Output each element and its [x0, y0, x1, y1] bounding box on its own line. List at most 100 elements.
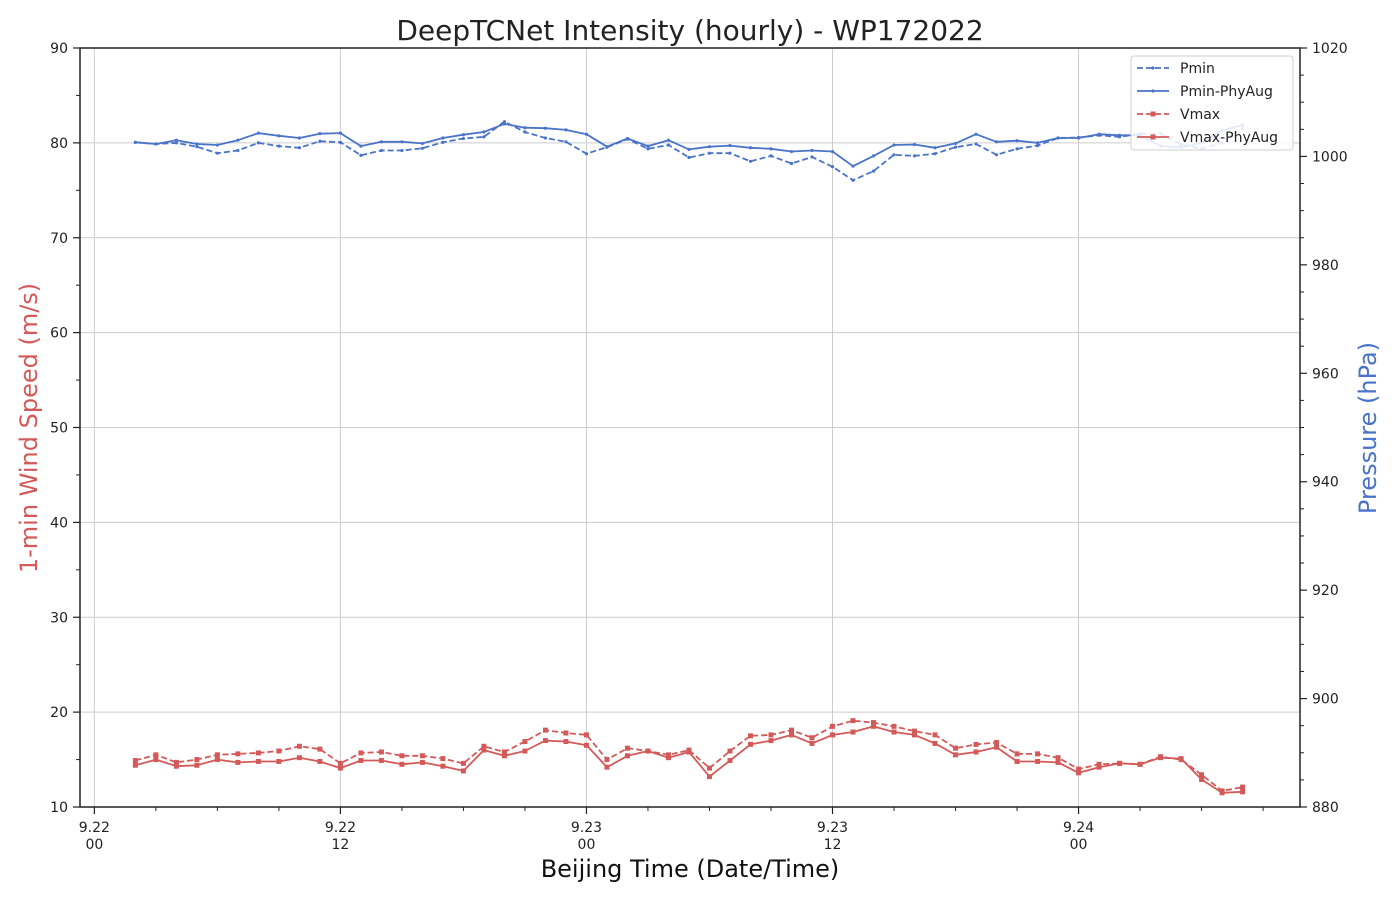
data-point-vmax — [317, 746, 323, 752]
data-point-pmin-phyaug — [420, 141, 425, 146]
data-point-pmin-phyaug — [400, 140, 404, 144]
y-right-tick-label: 1020 — [1312, 41, 1348, 57]
data-point-pmin-phyaug — [892, 143, 896, 147]
x-tick-label-date: 9.23 — [817, 820, 848, 836]
y-axis-label-right: Pressure (hPa) — [1354, 342, 1382, 514]
x-tick-label-date: 9.24 — [1063, 820, 1094, 836]
data-point-vmax — [1240, 784, 1246, 790]
data-point-pmin-phyaug — [789, 149, 794, 154]
data-point-pmin — [256, 141, 260, 145]
data-point-pmin — [810, 155, 814, 159]
data-point-pmin — [892, 153, 896, 157]
data-point-vmax-phyaug — [542, 738, 548, 744]
data-point-pmin-phyaug — [543, 126, 548, 130]
data-point-vmax — [255, 750, 261, 756]
data-point-vmax-phyaug — [194, 762, 200, 768]
data-point-vmax — [788, 727, 794, 733]
data-point-pmin — [953, 145, 958, 149]
data-point-vmax — [358, 750, 364, 756]
data-point-vmax — [891, 723, 897, 729]
y-axis-label-left: 1-min Wind Speed (m/s) — [15, 283, 43, 573]
data-point-vmax-phyaug — [830, 732, 836, 738]
y-left-tick-label: 50 — [50, 421, 68, 437]
data-point-pmin-phyaug — [1035, 141, 1040, 145]
data-point-pmin — [461, 136, 466, 141]
data-point-pmin — [338, 140, 343, 144]
data-point-vmax-phyaug — [1076, 770, 1082, 776]
data-point-pmin — [584, 152, 589, 156]
series-line-pmin-phyaug — [135, 123, 1243, 168]
data-point-pmin — [441, 140, 445, 144]
data-point-vmax-phyaug — [1055, 759, 1061, 765]
data-point-pmin-phyaug — [1015, 139, 1019, 143]
data-point-pmin — [236, 148, 240, 153]
y-right-tick-label: 1000 — [1312, 149, 1348, 165]
data-point-vmax-phyaug — [1199, 776, 1205, 782]
data-point-vmax-phyaug — [255, 758, 261, 764]
data-point-vmax — [747, 733, 753, 739]
data-point-pmin-phyaug — [236, 138, 240, 142]
data-point-pmin — [1015, 147, 1019, 151]
x-tick-label-hour: 00 — [85, 837, 103, 853]
data-point-pmin-phyaug — [461, 133, 466, 137]
data-point-vmax-phyaug — [337, 765, 343, 771]
data-point-vmax-phyaug — [953, 752, 959, 758]
data-point-vmax — [153, 752, 159, 758]
data-point-vmax — [542, 727, 548, 733]
data-point-vmax-phyaug — [522, 748, 528, 754]
data-point-vmax-phyaug — [686, 749, 692, 755]
data-point-vmax-phyaug — [850, 729, 856, 735]
y-left-tick-label: 20 — [50, 705, 68, 721]
x-tick-label-hour: 00 — [1070, 837, 1088, 853]
data-point-vmax — [665, 752, 671, 758]
data-point-pmin — [851, 178, 855, 182]
data-point-vmax-phyaug — [665, 755, 671, 761]
data-point-vmax — [173, 759, 179, 765]
data-point-vmax-phyaug — [481, 747, 487, 753]
data-point-pmin-phyaug — [215, 143, 219, 147]
legend-label-vmax-phyaug: Vmax-PhyAug — [1180, 130, 1278, 146]
data-point-vmax-phyaug — [768, 738, 774, 744]
data-point-pmin-phyaug — [1056, 136, 1060, 140]
data-point-vmax-phyaug — [399, 761, 405, 767]
y-left-tick-label: 70 — [50, 231, 68, 247]
data-point-vmax — [563, 730, 569, 736]
data-point-pmin-phyaug — [482, 130, 486, 134]
data-point-pmin-phyaug — [625, 136, 630, 141]
axes: 1020304050607080908809009209409609801000… — [50, 41, 1347, 853]
data-point-vmax-phyaug — [563, 739, 569, 745]
data-point-pmin — [666, 143, 671, 147]
y-left-tick-label: 10 — [50, 800, 68, 816]
data-point-vmax — [583, 732, 589, 738]
data-point-vmax-phyaug — [973, 749, 979, 755]
data-point-vmax — [276, 748, 282, 754]
data-point-pmin-phyaug — [707, 145, 712, 149]
data-point-pmin-phyaug — [1097, 132, 1101, 136]
data-point-vmax-phyaug — [871, 723, 877, 729]
data-point-pmin-phyaug — [953, 141, 958, 146]
data-point-vmax-phyaug — [214, 757, 220, 763]
data-point-pmin-phyaug — [830, 149, 835, 154]
data-point-vmax-phyaug — [604, 764, 610, 770]
data-point-vmax-phyaug — [747, 741, 753, 747]
data-point-pmin-phyaug — [584, 132, 589, 136]
data-point-pmin — [1035, 143, 1040, 148]
data-point-pmin — [482, 135, 486, 139]
data-point-vmax — [378, 749, 384, 755]
data-point-vmax-phyaug — [173, 763, 179, 769]
y-right-tick-label: 880 — [1312, 800, 1339, 816]
data-point-pmin-phyaug — [318, 132, 322, 136]
data-point-vmax — [706, 765, 712, 771]
y-left-tick-label: 40 — [50, 515, 68, 531]
data-point-vmax — [440, 756, 446, 762]
data-point-vmax — [296, 743, 302, 749]
data-point-vmax-phyaug — [1158, 755, 1164, 761]
legend-marker-pmin-phyaug — [1151, 89, 1155, 93]
data-point-pmin-phyaug — [277, 134, 281, 138]
data-point-vmax — [604, 757, 610, 763]
data-point-vmax — [1014, 751, 1020, 757]
data-point-pmin — [830, 165, 835, 169]
data-point-pmin-phyaug — [379, 140, 384, 144]
data-point-vmax — [522, 739, 528, 745]
